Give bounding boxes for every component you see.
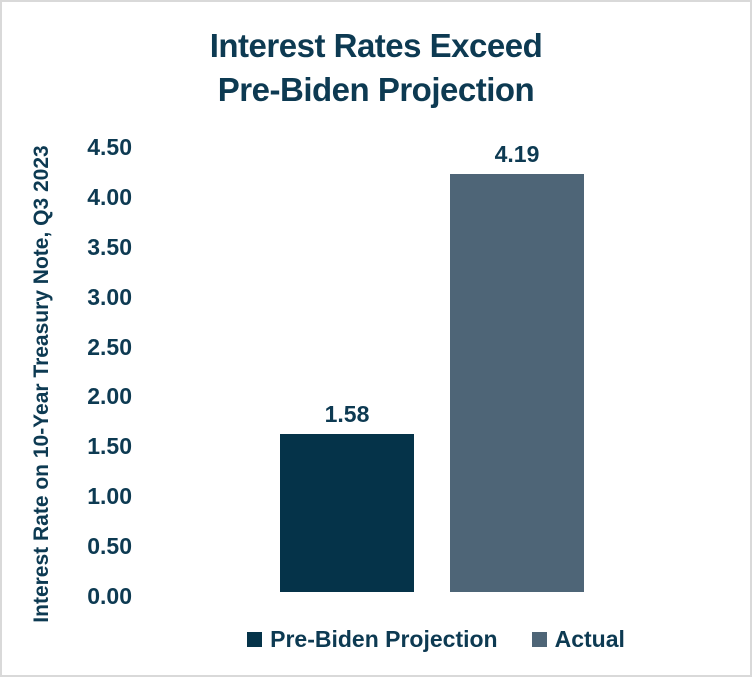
y-tick-label: 1.50 — [87, 433, 132, 460]
y-tick-label: 3.50 — [87, 233, 132, 260]
legend-label-pre-biden-projection: Pre-Biden Projection — [270, 626, 498, 652]
bar-pre-biden-projection — [280, 434, 414, 592]
bar-value-label-pre-biden-projection: 1.58 — [324, 401, 370, 427]
y-tick-label: 1.00 — [87, 483, 132, 510]
legend-label-actual: Actual — [554, 626, 625, 652]
y-tick-label: 2.00 — [87, 383, 132, 410]
bar-actual — [450, 174, 584, 592]
y-tick-label: 2.50 — [87, 333, 132, 360]
chart-title-line1: Interest Rates Exceed — [209, 27, 543, 64]
legend: Pre-Biden Projection Actual — [132, 626, 740, 653]
chart-title-line2: Pre-Biden Projection — [217, 71, 535, 108]
y-tick-label: 4.00 — [87, 183, 132, 210]
legend-item-pre-biden-projection: Pre-Biden Projection — [247, 626, 498, 653]
legend-swatch-pre-biden-projection — [247, 632, 263, 647]
y-tick-label: 3.00 — [87, 283, 132, 310]
y-tick-label: 4.50 — [87, 134, 132, 160]
legend-swatch-actual — [531, 632, 547, 647]
y-tick-label: 0.50 — [87, 533, 132, 560]
bar-value-label-actual: 4.19 — [494, 141, 540, 167]
chart-title: Interest Rates Exceed Pre-Biden Projecti… — [2, 24, 750, 112]
y-tick-label: 0.00 — [87, 583, 132, 609]
legend-item-actual: Actual — [531, 626, 625, 653]
